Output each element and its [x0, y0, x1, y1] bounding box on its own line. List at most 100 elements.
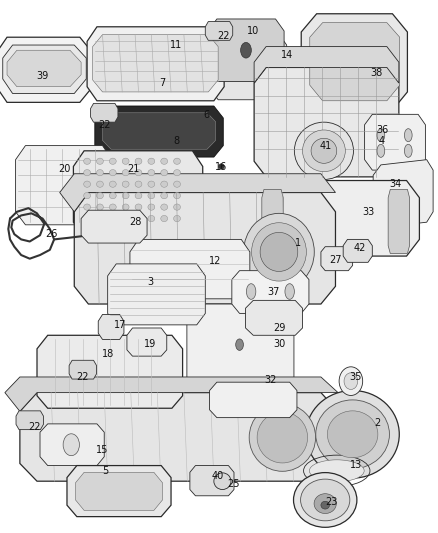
Ellipse shape: [122, 181, 129, 187]
Text: 32: 32: [264, 375, 276, 385]
Text: 2: 2: [374, 418, 381, 428]
Polygon shape: [130, 239, 250, 299]
Text: 19: 19: [145, 338, 157, 349]
Ellipse shape: [251, 223, 306, 281]
Ellipse shape: [148, 181, 155, 187]
Polygon shape: [81, 210, 147, 243]
Ellipse shape: [96, 204, 103, 210]
Polygon shape: [16, 146, 112, 225]
Polygon shape: [246, 301, 303, 335]
Polygon shape: [321, 247, 353, 271]
Polygon shape: [187, 304, 294, 387]
Polygon shape: [205, 21, 233, 41]
Polygon shape: [5, 377, 338, 411]
Polygon shape: [74, 192, 336, 304]
Ellipse shape: [404, 128, 412, 142]
Text: 22: 22: [98, 120, 110, 130]
Text: 5: 5: [102, 466, 109, 477]
Ellipse shape: [148, 204, 155, 210]
Ellipse shape: [314, 494, 336, 513]
Polygon shape: [301, 14, 407, 110]
Ellipse shape: [173, 158, 180, 164]
Ellipse shape: [84, 192, 91, 199]
Text: 15: 15: [96, 445, 109, 455]
Text: 30: 30: [273, 338, 285, 349]
Ellipse shape: [327, 411, 378, 458]
Text: 16: 16: [215, 163, 227, 173]
Text: 20: 20: [59, 164, 71, 174]
Polygon shape: [310, 22, 400, 101]
Ellipse shape: [240, 43, 251, 58]
Polygon shape: [190, 465, 234, 496]
Ellipse shape: [249, 403, 315, 471]
Ellipse shape: [135, 192, 142, 199]
Polygon shape: [16, 411, 43, 430]
Ellipse shape: [257, 412, 307, 463]
Ellipse shape: [96, 169, 103, 176]
Ellipse shape: [316, 400, 389, 469]
Ellipse shape: [293, 473, 357, 527]
Ellipse shape: [84, 215, 91, 222]
Ellipse shape: [173, 192, 180, 199]
Ellipse shape: [110, 169, 116, 176]
Polygon shape: [37, 335, 183, 408]
Text: 18: 18: [102, 349, 114, 359]
Text: 34: 34: [389, 179, 402, 189]
Ellipse shape: [339, 367, 363, 395]
Text: 28: 28: [129, 217, 141, 227]
Text: 13: 13: [350, 459, 362, 470]
Polygon shape: [20, 393, 338, 481]
Ellipse shape: [84, 204, 91, 210]
Ellipse shape: [247, 284, 256, 300]
Ellipse shape: [244, 213, 314, 290]
Ellipse shape: [173, 181, 180, 187]
Text: 3: 3: [148, 277, 154, 287]
Ellipse shape: [294, 122, 353, 180]
Polygon shape: [108, 264, 205, 325]
Ellipse shape: [84, 158, 91, 164]
Text: 21: 21: [127, 164, 140, 174]
Ellipse shape: [148, 158, 155, 164]
Ellipse shape: [321, 501, 329, 509]
Text: 39: 39: [36, 71, 49, 82]
Ellipse shape: [148, 215, 155, 222]
Ellipse shape: [173, 204, 180, 210]
Ellipse shape: [161, 169, 168, 176]
Text: 27: 27: [329, 255, 342, 265]
Ellipse shape: [161, 204, 168, 210]
Polygon shape: [69, 360, 96, 379]
Ellipse shape: [122, 169, 129, 176]
Polygon shape: [254, 46, 399, 83]
Ellipse shape: [344, 373, 358, 390]
Ellipse shape: [84, 181, 91, 187]
Ellipse shape: [148, 169, 155, 176]
Ellipse shape: [236, 339, 244, 350]
Text: 38: 38: [371, 68, 383, 78]
Polygon shape: [40, 424, 104, 465]
Ellipse shape: [96, 158, 103, 164]
Polygon shape: [373, 160, 433, 228]
Text: 41: 41: [320, 141, 332, 151]
Ellipse shape: [122, 215, 129, 222]
Ellipse shape: [377, 128, 385, 142]
Text: 40: 40: [212, 471, 224, 481]
Ellipse shape: [173, 169, 180, 176]
Ellipse shape: [84, 169, 91, 176]
Ellipse shape: [135, 158, 142, 164]
Ellipse shape: [96, 215, 103, 222]
Ellipse shape: [135, 215, 142, 222]
Polygon shape: [7, 50, 81, 87]
Text: 6: 6: [203, 110, 209, 120]
Ellipse shape: [377, 144, 385, 157]
Polygon shape: [208, 19, 284, 82]
Polygon shape: [262, 189, 283, 254]
Text: 35: 35: [349, 372, 361, 382]
Text: 33: 33: [362, 207, 374, 217]
Ellipse shape: [135, 181, 142, 187]
Text: 25: 25: [228, 479, 240, 489]
Polygon shape: [232, 271, 309, 313]
Polygon shape: [75, 472, 162, 511]
Text: 4: 4: [379, 136, 385, 147]
Text: 1: 1: [295, 238, 301, 248]
Text: 14: 14: [281, 51, 293, 60]
